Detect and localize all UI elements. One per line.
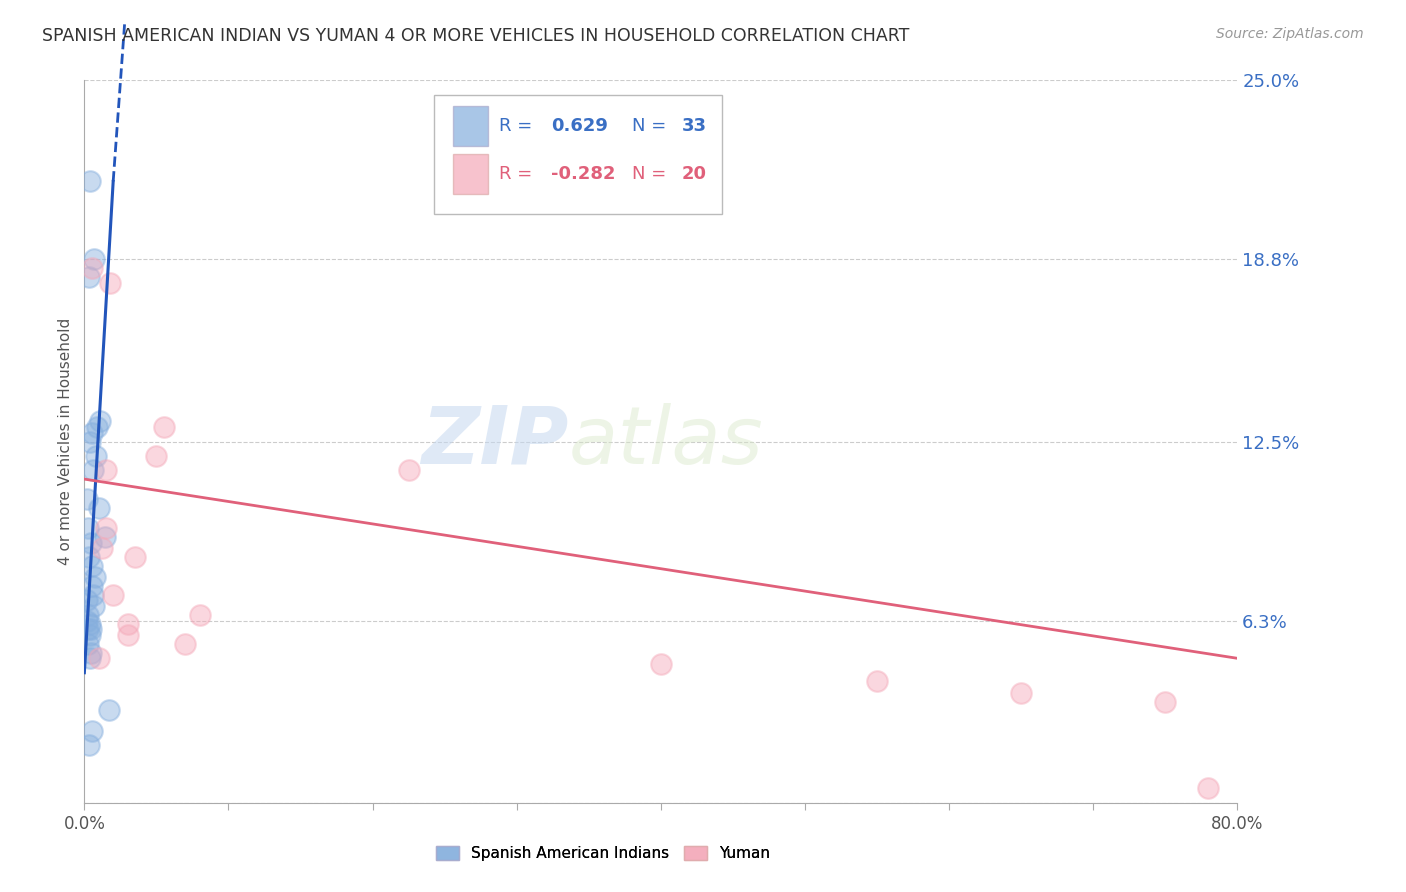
Point <box>97 703 120 717</box>
FancyBboxPatch shape <box>453 154 488 194</box>
Point <box>77 738 100 752</box>
Text: R =: R = <box>499 117 538 135</box>
Point <box>77 607 100 622</box>
Legend: Spanish American Indians, Yuman: Spanish American Indians, Yuman <box>430 840 776 867</box>
Point <box>80 261 103 276</box>
Point <box>117 616 139 631</box>
Y-axis label: 4 or more Vehicles in Household: 4 or more Vehicles in Household <box>58 318 73 566</box>
Point <box>79 628 101 642</box>
Point <box>94 521 117 535</box>
Point <box>76 492 98 507</box>
Point <box>77 269 100 284</box>
Point <box>87 501 110 516</box>
Point <box>82 558 104 573</box>
Point <box>83 599 105 614</box>
Point <box>79 174 101 188</box>
Text: N =: N = <box>633 165 672 183</box>
Point <box>94 463 117 477</box>
Point <box>93 530 115 544</box>
Point <box>98 276 121 290</box>
Point <box>80 535 103 549</box>
Point <box>76 593 98 607</box>
Point <box>650 657 672 671</box>
Point <box>77 521 100 535</box>
Point <box>82 588 104 602</box>
Text: -0.282: -0.282 <box>551 165 616 183</box>
Point <box>1154 695 1177 709</box>
Text: ZIP: ZIP <box>422 402 568 481</box>
Text: Source: ZipAtlas.com: Source: ZipAtlas.com <box>1216 27 1364 41</box>
Text: R =: R = <box>499 165 538 183</box>
Point <box>76 614 98 628</box>
Point <box>82 579 104 593</box>
Point <box>145 449 167 463</box>
FancyBboxPatch shape <box>453 106 488 145</box>
Point <box>77 623 100 637</box>
Text: 20: 20 <box>682 165 707 183</box>
Point <box>117 628 139 642</box>
Point <box>80 723 103 738</box>
Point <box>1198 781 1220 796</box>
Point <box>124 550 146 565</box>
Point <box>1010 686 1032 700</box>
Point <box>84 449 107 463</box>
Point <box>84 570 107 584</box>
Point <box>174 637 197 651</box>
Point <box>79 651 101 665</box>
FancyBboxPatch shape <box>433 95 721 214</box>
Point <box>79 550 101 565</box>
Point <box>152 420 174 434</box>
Point <box>77 637 100 651</box>
Point <box>80 646 103 660</box>
Text: atlas: atlas <box>568 402 763 481</box>
Point <box>398 463 420 477</box>
Point <box>89 414 111 428</box>
Point <box>87 651 110 665</box>
Text: 0.629: 0.629 <box>551 117 609 135</box>
Text: SPANISH AMERICAN INDIAN VS YUMAN 4 OR MORE VEHICLES IN HOUSEHOLD CORRELATION CHA: SPANISH AMERICAN INDIAN VS YUMAN 4 OR MO… <box>42 27 910 45</box>
Point <box>188 607 211 622</box>
Point <box>79 434 101 449</box>
Point <box>80 623 103 637</box>
Point <box>82 463 104 477</box>
Point <box>80 425 103 440</box>
Point <box>83 252 105 267</box>
Text: 33: 33 <box>682 117 707 135</box>
Point <box>103 588 124 602</box>
Point <box>90 541 112 556</box>
Point <box>79 616 101 631</box>
Point <box>866 674 889 689</box>
Text: N =: N = <box>633 117 672 135</box>
Point <box>86 420 108 434</box>
